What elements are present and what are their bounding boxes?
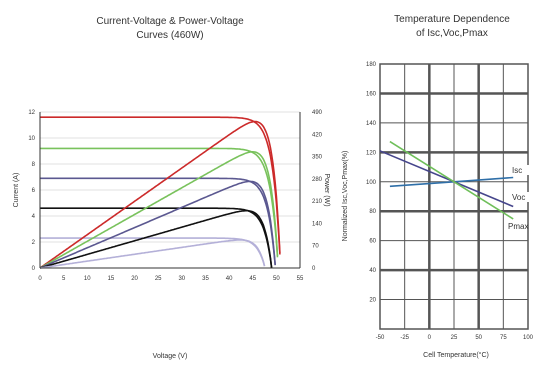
temp-y-axis-label: Normalized Isc,Voc,Pmax(%)	[342, 151, 349, 242]
temp-y-tick: 20	[369, 298, 376, 304]
iv-y-tick: 6	[32, 188, 36, 194]
iv-pv-chart: Current-Voltage & Power-Voltage Curves (…	[13, 16, 330, 360]
iv-x-tick: 55	[297, 276, 304, 282]
iv-x-tick: 0	[38, 276, 42, 282]
temp-label-bg	[511, 192, 530, 202]
temp-x-axis-label: Cell Temperature(°C)	[423, 351, 489, 359]
temp-label-bg	[511, 165, 530, 175]
iv-chart-subtitle: Curves (460W)	[136, 30, 203, 41]
iv-curve-1	[40, 116, 281, 255]
temp-y-tick: 40	[369, 268, 376, 274]
iv-x-tick: 25	[155, 276, 162, 282]
iv-y2-tick: 280	[312, 177, 323, 183]
pv-curve-1	[39, 120, 281, 269]
temp-y-tick: 100	[366, 180, 377, 186]
iv-y-tick: 4	[32, 214, 36, 220]
iv-x-tick: 10	[84, 276, 91, 282]
temp-x-tick: 50	[475, 335, 482, 341]
iv-curves	[40, 116, 281, 269]
temp-x-tick: 100	[523, 335, 534, 341]
temp-x-tick-labels: -50 -25 0 25 50 75 100	[376, 335, 534, 341]
temp-x-tick: 0	[428, 335, 432, 341]
temp-label-bg	[507, 221, 526, 231]
temp-label-voc: Voc	[512, 193, 525, 202]
iv-x-tick: 15	[108, 276, 115, 282]
iv-y2-axis-label: Power (W)	[323, 173, 330, 206]
temp-y-tick: 80	[369, 209, 376, 215]
temp-x-tick: -50	[376, 335, 385, 341]
iv-x-tick: 40	[226, 276, 233, 282]
iv-y2-tick-labels: 0 70 140 210 280 350 420 490	[312, 110, 323, 272]
iv-y-tick: 10	[28, 136, 35, 142]
temp-y-tick-labels: 20 40 60 80 100 120 140 160 180	[366, 62, 377, 304]
iv-y-tick: 0	[32, 266, 36, 272]
temp-y-tick: 60	[369, 239, 376, 245]
iv-y2-tick: 350	[312, 155, 323, 161]
iv-chart-title: Current-Voltage & Power-Voltage	[96, 16, 244, 27]
pv-curve-3	[39, 180, 276, 269]
pv-curve-2	[39, 151, 279, 269]
temp-chart-subtitle: of Isc,Voc,Pmax	[416, 28, 488, 39]
iv-x-tick-labels: 0 5 10 15 20 25 30 35 40 45 50 55	[38, 276, 304, 282]
temp-label-pmax: Pmax	[508, 222, 528, 231]
iv-x-tick: 20	[131, 276, 138, 282]
iv-grid	[40, 111, 300, 269]
temp-line-pmax	[389, 140, 514, 220]
temp-y-tick: 140	[366, 121, 377, 127]
pv-curve-4	[39, 209, 273, 269]
temp-y-tick: 120	[366, 150, 377, 156]
iv-x-tick: 50	[273, 276, 280, 282]
temp-series-lines	[379, 140, 514, 220]
iv-x-tick: 5	[62, 276, 66, 282]
iv-curve-3	[40, 177, 276, 266]
iv-y-tick: 12	[28, 110, 35, 116]
iv-x-axis-label: Voltage (V)	[153, 353, 188, 360]
temp-x-tick: 75	[500, 335, 507, 341]
iv-y-axis-label: Current (A)	[13, 173, 20, 208]
temperature-chart: Temperature Dependence of Isc,Voc,Pmax I…	[342, 14, 534, 359]
iv-curve-5	[40, 237, 266, 267]
iv-x-tick: 30	[178, 276, 185, 282]
iv-y2-tick: 70	[312, 244, 319, 250]
temp-x-tick: 25	[451, 335, 458, 341]
iv-y-tick-labels: 0 2 4 6 8 10 12	[28, 110, 35, 272]
temp-y-tick: 160	[366, 91, 377, 97]
iv-y-tick: 2	[32, 240, 36, 246]
pv-curves	[39, 120, 281, 269]
iv-x-tick: 45	[249, 276, 256, 282]
iv-y2-tick: 0	[312, 266, 316, 272]
temp-chart-title: Temperature Dependence	[394, 14, 510, 25]
temp-y-tick: 180	[366, 62, 377, 68]
iv-curve-2	[40, 147, 279, 258]
iv-y2-tick: 140	[312, 221, 323, 227]
iv-x-tick: 35	[202, 276, 209, 282]
pv-curve-5	[39, 239, 266, 269]
iv-y2-tick: 210	[312, 199, 323, 205]
temp-grid	[380, 64, 528, 329]
iv-y2-tick: 490	[312, 110, 323, 116]
iv-y-tick: 8	[32, 162, 36, 168]
iv-curve-4	[40, 207, 273, 269]
temp-x-tick: -25	[400, 335, 409, 341]
temp-label-isc: Isc	[512, 166, 522, 175]
temp-series-labels: Isc Voc Pmax	[507, 165, 530, 231]
iv-y2-tick: 420	[312, 132, 323, 138]
